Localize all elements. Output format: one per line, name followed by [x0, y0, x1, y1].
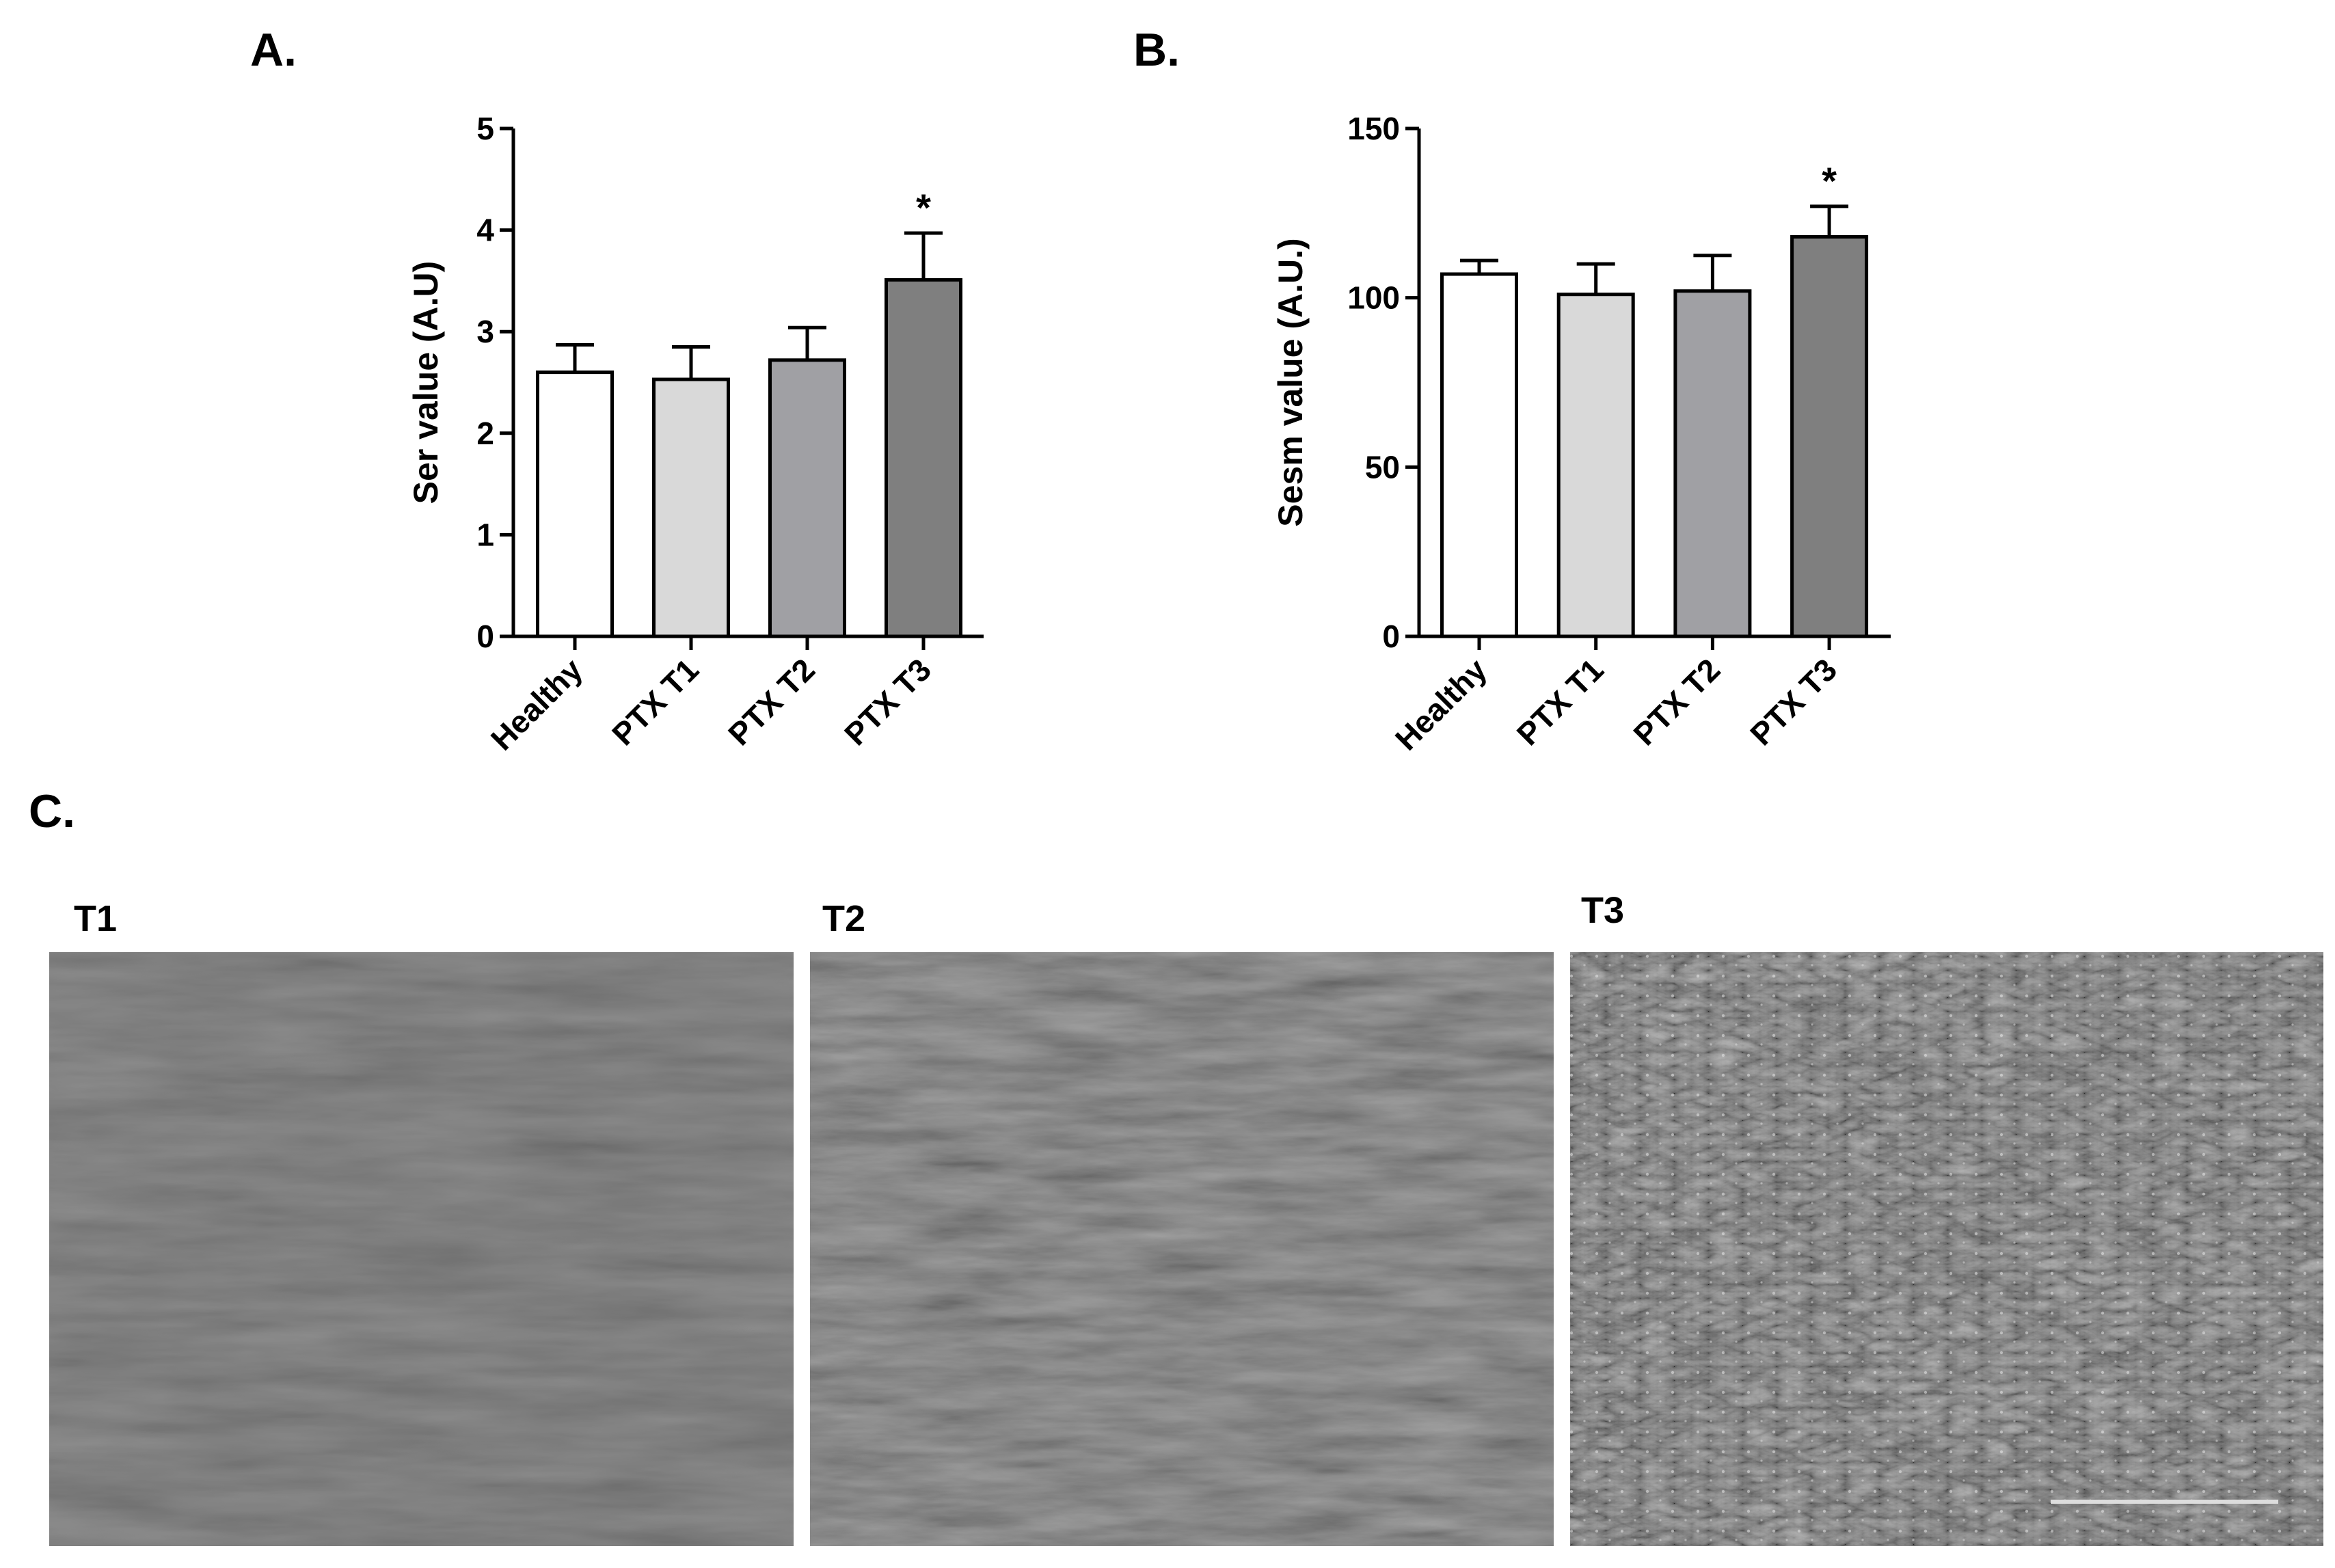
- bar: [1673, 289, 1752, 638]
- y-tick-label: 50: [1365, 449, 1400, 485]
- panel-label: A.: [250, 24, 297, 76]
- x-tick-label: PTX T3: [837, 651, 938, 752]
- micrograph: [49, 952, 794, 1546]
- bar: [885, 278, 962, 638]
- bar: [1440, 272, 1518, 638]
- image-label: T3: [1581, 890, 1624, 931]
- y-tick-label: 150: [1347, 111, 1400, 146]
- panel-label: B.: [1133, 24, 1180, 76]
- x-tick-label: Healthy: [1388, 651, 1494, 757]
- micrograph: [810, 952, 1554, 1546]
- y-tick-label: 100: [1347, 280, 1400, 316]
- y-tick-label: 0: [1382, 619, 1400, 654]
- image-label: T2: [822, 898, 865, 939]
- micrograph: [1570, 952, 2323, 1546]
- y-axis-label: Sesm value (A.U.): [1271, 238, 1310, 526]
- significance-label: *: [916, 186, 931, 229]
- x-tick-label: PTX T2: [1626, 651, 1727, 752]
- y-tick-label: 0: [476, 619, 494, 654]
- panel-label: C.: [29, 785, 75, 837]
- y-tick-label: 2: [476, 416, 494, 451]
- bar: [652, 377, 730, 638]
- significance-label: *: [1822, 159, 1837, 202]
- x-tick-label: PTX T1: [1510, 651, 1610, 752]
- y-tick-label: 4: [476, 213, 494, 248]
- bar: [1790, 235, 1869, 638]
- y-tick-label: 3: [476, 314, 494, 349]
- y-tick-label: 5: [476, 111, 494, 146]
- x-tick-label: Healthy: [484, 651, 590, 757]
- y-axis-label: Ser value (A.U): [407, 261, 445, 504]
- x-tick-label: PTX T2: [721, 651, 822, 752]
- image-label: T1: [74, 898, 117, 939]
- x-tick-label: PTX T1: [605, 651, 705, 752]
- bar: [1556, 293, 1635, 638]
- bar: [536, 370, 614, 638]
- x-tick-label: PTX T3: [1743, 651, 1844, 752]
- bar: [768, 358, 846, 638]
- y-tick-label: 1: [476, 517, 494, 552]
